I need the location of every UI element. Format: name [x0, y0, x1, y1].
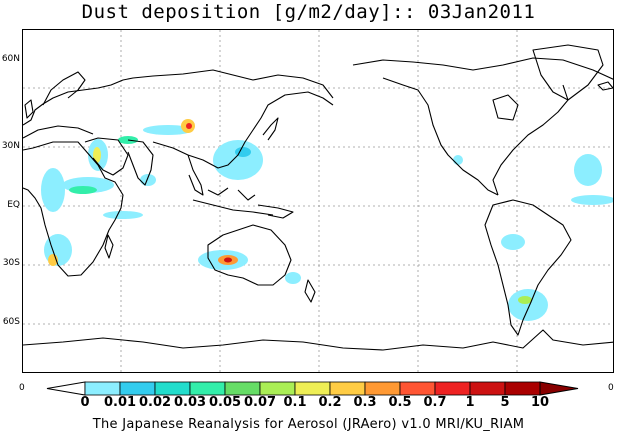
dust-patch-australia-core: [224, 257, 232, 263]
colorbar-swatch: [259, 381, 296, 396]
coast-antarctica: [23, 329, 613, 351]
dust-patch-patagonia-core: [518, 296, 532, 304]
colorbar-tick-label: 0: [80, 395, 90, 410]
colorbar-tick-label: 0.1: [283, 395, 307, 410]
colorbar-swatch: [224, 381, 261, 396]
dust-patch-east-asia: [213, 140, 263, 180]
colorbar-tick-label: 5: [500, 395, 510, 410]
coast-hudson: [492, 94, 519, 121]
colorbar-arrow-low: [46, 381, 86, 396]
coast-mediterranean: [23, 125, 94, 139]
colorbar-swatch: [399, 381, 436, 396]
colorbar-tick-label: 0.01: [103, 395, 137, 410]
dust-patch-east-china: [235, 147, 251, 157]
coast-new-guinea: [257, 204, 294, 219]
graticule: [23, 30, 613, 372]
dust-patch-central-asia: [143, 125, 193, 135]
dust-patch-atlantic-equator: [571, 195, 613, 205]
coast-africa: [23, 141, 124, 277]
colorbar-tick-label: 0.02: [138, 395, 172, 410]
dust-patch-arabian-sea: [103, 211, 143, 219]
dust-patch-taklimakan-core: [186, 123, 192, 129]
dust-patch-atlantic: [574, 154, 602, 186]
dust-patch-sahel: [69, 186, 97, 194]
colorbar-swatch: [434, 381, 471, 396]
coast-south-america: [484, 199, 572, 336]
coast-iceland: [597, 81, 613, 91]
lat-label-30n: 30N: [1, 141, 20, 151]
coast-indochina: [187, 154, 204, 196]
coast-east-asia: [152, 91, 334, 169]
colorbar-tick-label: 0.07: [243, 395, 277, 410]
coast-madagascar: [104, 234, 114, 259]
coast-arabia: [84, 137, 129, 176]
colorbar-tick-label: 0.03: [173, 395, 207, 410]
world-map: [23, 30, 613, 372]
lat-label-eq: EQ: [7, 200, 20, 210]
colorbar-swatch: [154, 381, 191, 396]
colorbar-arrow-high: [539, 381, 579, 396]
colorbar-tick-label: 1: [465, 395, 475, 410]
colorbar-tick-label: 10: [530, 395, 550, 410]
map-title: Dust deposition [g/m2/day]:: 03Jan2011: [81, 1, 536, 23]
dust-patch-west-africa: [41, 168, 65, 212]
colorbar-swatch: [329, 381, 366, 396]
coast-indonesia: [192, 187, 274, 216]
colorbar-swatch: [294, 381, 331, 396]
colorbar-swatch: [119, 381, 156, 396]
coast-scandinavia: [42, 71, 86, 106]
coast-india: [127, 139, 154, 186]
dust-patch-north-america: [453, 155, 463, 165]
lon-label-right: 0: [608, 383, 614, 393]
coastlines: [23, 44, 613, 351]
coast-north-america-west: [382, 77, 499, 196]
colorbar-tick-label: 0.2: [318, 395, 342, 410]
colorbar-tick-label: 0.7: [423, 395, 447, 410]
footer-credit: The Japanese Reanalysis for Aerosol (JRA…: [92, 417, 525, 432]
dust-deposition-fields: [41, 119, 613, 321]
coast-new-zealand: [304, 279, 316, 303]
lat-label-60s: 60S: [2, 317, 20, 327]
map-panel: [22, 29, 614, 373]
dust-patch-patagonia: [508, 289, 548, 321]
colorbar-swatch: [189, 381, 226, 396]
coast-australia: [207, 224, 292, 286]
dust-patch-south-america: [501, 234, 525, 250]
coast-north-america: [352, 57, 613, 80]
lat-label-30s: 30S: [2, 258, 20, 268]
colorbar-swatch: [84, 381, 121, 396]
dust-patch-arabia-core: [93, 147, 101, 163]
colorbar-tick-label: 0.5: [388, 395, 412, 410]
dust-patch-india: [140, 174, 156, 186]
colorbar-swatch: [364, 381, 401, 396]
colorbar-tick-label: 0.05: [208, 395, 242, 410]
colorbar-swatch: [469, 381, 506, 396]
coast-north-america-east: [492, 84, 569, 196]
coast-japan: [262, 117, 279, 141]
coast-greenland: [532, 44, 604, 101]
coast-uk: [24, 99, 34, 119]
lat-label-60n: 60N: [1, 54, 20, 64]
lon-label-left: 0: [19, 383, 25, 393]
colorbar-swatch: [504, 381, 541, 396]
dust-patch-tasman: [285, 272, 301, 284]
colorbar-tick-label: 0.3: [353, 395, 377, 410]
